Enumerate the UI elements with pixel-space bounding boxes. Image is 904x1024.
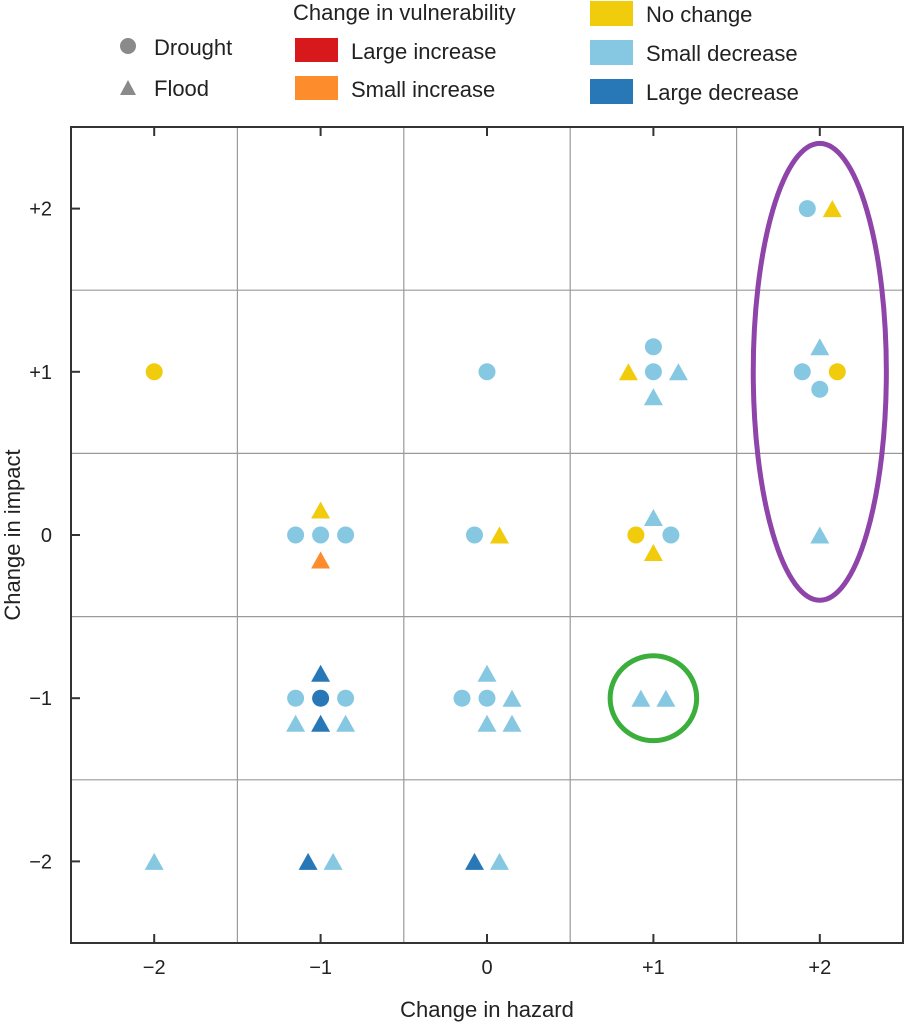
legend-label-small-increase: Small increase <box>351 77 495 102</box>
flood-point <box>490 526 509 544</box>
highlight-ellipse <box>750 140 889 603</box>
drought-point <box>662 526 680 544</box>
grid <box>71 127 903 943</box>
flood-point <box>643 388 663 406</box>
drought-point <box>287 526 305 544</box>
y-axis-label: Change in impact <box>0 449 25 620</box>
drought-point <box>287 689 305 707</box>
color-legend: Change in vulnerability Large increase S… <box>293 0 799 105</box>
y-tick-label: −1 <box>29 688 52 710</box>
legend-circle-icon <box>120 38 136 54</box>
flood-point <box>810 338 830 356</box>
shape-legend: Drought Flood <box>120 35 232 101</box>
legend-swatch-large-increase <box>295 38 338 62</box>
flood-point <box>477 664 497 682</box>
x-axis-label: Change in hazard <box>400 997 574 1022</box>
flood-point <box>336 714 356 732</box>
drought-point <box>145 363 163 381</box>
flood-point <box>822 200 842 218</box>
flood-point <box>311 664 331 682</box>
flood-point <box>298 852 318 870</box>
x-tick-label: +2 <box>808 957 831 979</box>
y-axis-tick-labels: −2 −1 0 +1 +2 <box>29 199 52 874</box>
drought-point <box>478 363 496 381</box>
drought-point <box>478 689 496 707</box>
x-tick-label: −1 <box>309 957 332 979</box>
flood-point <box>490 852 509 870</box>
legend-swatch-no-change <box>590 1 633 26</box>
flood-point <box>631 689 651 707</box>
plot-frame <box>70 126 904 944</box>
legend-label-drought: Drought <box>154 35 232 60</box>
legend-label-flood: Flood <box>154 76 209 101</box>
flood-point <box>286 714 306 732</box>
flood-point <box>311 714 331 732</box>
drought-point <box>453 689 471 707</box>
drought-point <box>798 200 816 218</box>
flood-point <box>323 852 343 870</box>
flood-point <box>311 501 331 519</box>
legend-swatch-large-decrease <box>590 79 633 104</box>
flood-point <box>144 852 164 870</box>
drought-point <box>337 689 355 707</box>
x-tick-label: +1 <box>642 957 665 979</box>
legend-swatch-small-decrease <box>590 40 633 65</box>
flood-point <box>643 509 663 526</box>
drought-point <box>644 338 662 356</box>
flood-point <box>465 852 484 870</box>
legend-triangle-icon <box>120 80 136 95</box>
x-tick-label: 0 <box>481 957 492 979</box>
y-tick-label: +2 <box>29 199 52 221</box>
legend-title: Change in vulnerability <box>293 0 516 25</box>
flood-point <box>618 363 638 381</box>
drought-point <box>312 689 330 707</box>
drought-point <box>337 526 355 544</box>
drought-point <box>644 363 662 381</box>
drought-point <box>466 526 483 544</box>
legend-label-large-increase: Large increase <box>351 39 497 64</box>
flood-point <box>477 714 497 732</box>
drought-point <box>312 526 330 544</box>
flood-point <box>643 544 663 561</box>
flood-point <box>502 689 522 707</box>
drought-point <box>627 526 645 544</box>
axis-ticks <box>71 127 821 943</box>
flood-point <box>810 526 830 544</box>
drought-point <box>811 380 829 398</box>
legend-label-large-decrease: Large decrease <box>646 80 799 105</box>
legend-swatch-small-increase <box>295 76 338 100</box>
y-tick-label: 0 <box>41 525 52 547</box>
data-points <box>144 200 846 870</box>
x-axis-tick-labels: −2 −1 0 +1 +2 <box>143 957 831 979</box>
x-tick-label: −2 <box>143 957 166 979</box>
flood-point <box>668 363 688 381</box>
drought-point <box>793 363 811 381</box>
y-tick-label: +1 <box>29 362 52 384</box>
drought-point <box>828 363 846 381</box>
y-tick-label: −2 <box>29 851 52 873</box>
flood-point <box>311 551 331 569</box>
highlight-circle <box>607 653 700 744</box>
flood-point <box>656 689 676 707</box>
legend-label-no-change: No change <box>646 2 752 27</box>
annotations <box>607 140 889 744</box>
legend-label-small-decrease: Small decrease <box>646 41 798 66</box>
flood-point <box>502 714 522 732</box>
